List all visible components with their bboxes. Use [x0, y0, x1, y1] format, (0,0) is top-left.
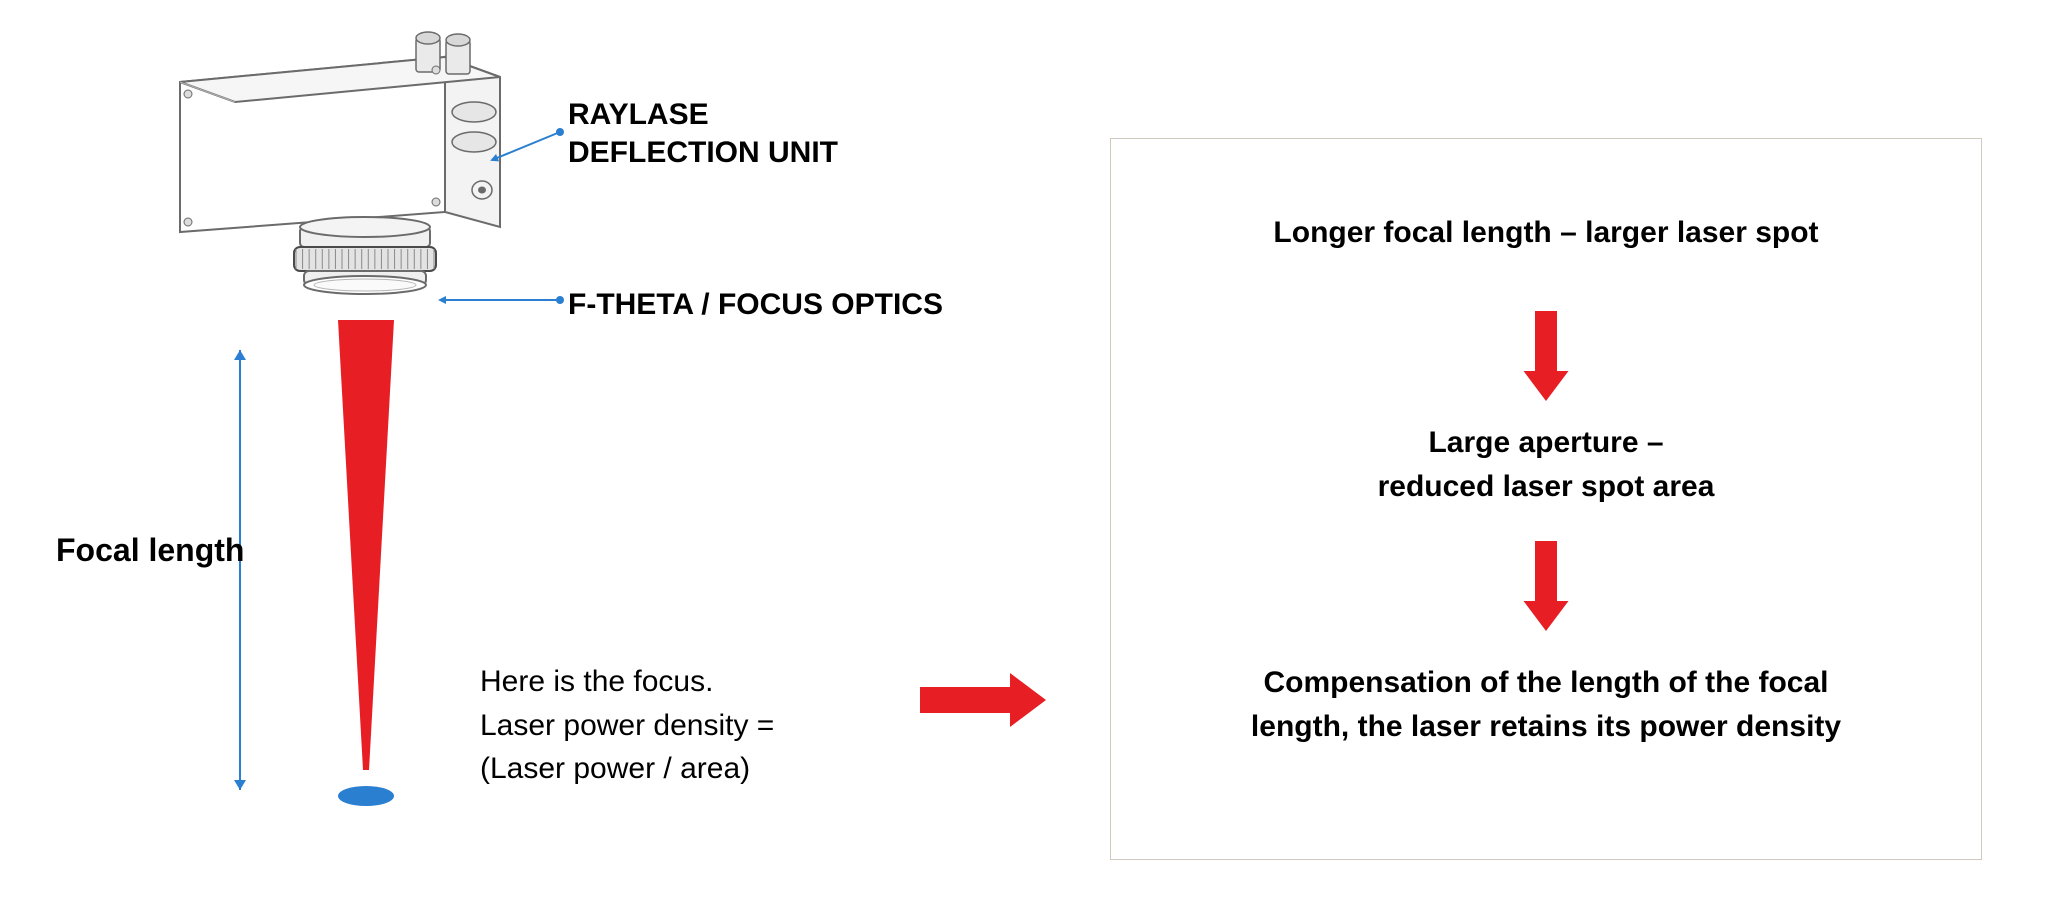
- info-box-arrow-1: [1524, 311, 1569, 401]
- label-focus-note-line2: Laser power density =: [480, 704, 774, 748]
- label-focal-length: Focal length: [56, 530, 244, 570]
- info-box-text-0: Longer focal length – larger laser spot: [1151, 211, 1941, 255]
- label-raylase-line2: DEFLECTION UNIT: [568, 134, 838, 172]
- info-box-text-4-line-0: Compensation of the length of the focal: [1151, 661, 1941, 705]
- info-box-text-2-line-0: Large aperture –: [1151, 421, 1941, 465]
- label-focus-note-line1: Here is the focus.: [480, 660, 774, 704]
- info-box-text-2-line-1: reduced laser spot area: [1151, 465, 1941, 509]
- focal-length-arrow-head-top: [234, 350, 246, 360]
- label-focus-note-line3: (Laser power / area): [480, 747, 774, 791]
- laser-beam: [338, 320, 394, 770]
- focus-spot: [338, 786, 394, 806]
- callout-arrow-raylase: [492, 132, 560, 160]
- info-box-text-2: Large aperture –reduced laser spot area: [1151, 421, 1941, 508]
- info-box: Longer focal length – larger laser spot L…: [1110, 138, 1982, 860]
- label-raylase-line1: RAYLASE: [568, 96, 838, 134]
- label-ftheta-focus-optics: F-THETA / FOCUS OPTICS: [568, 286, 943, 324]
- callout-arrow-ftheta-origin-dot: [556, 296, 564, 304]
- label-raylase-deflection-unit: RAYLASE DEFLECTION UNIT: [568, 96, 838, 171]
- callout-arrow-raylase-origin-dot: [556, 128, 564, 136]
- link-arrow: [920, 673, 1046, 727]
- info-box-arrow-3: [1524, 541, 1569, 631]
- info-box-text-4: Compensation of the length of the focall…: [1151, 661, 1941, 748]
- info-box-text-4-line-1: length, the laser retains its power dens…: [1151, 705, 1941, 749]
- label-focus-note: Here is the focus. Laser power density =…: [480, 660, 774, 791]
- focal-length-arrow-head-bottom: [234, 780, 246, 790]
- info-box-text-0-line-0: Longer focal length – larger laser spot: [1151, 211, 1941, 255]
